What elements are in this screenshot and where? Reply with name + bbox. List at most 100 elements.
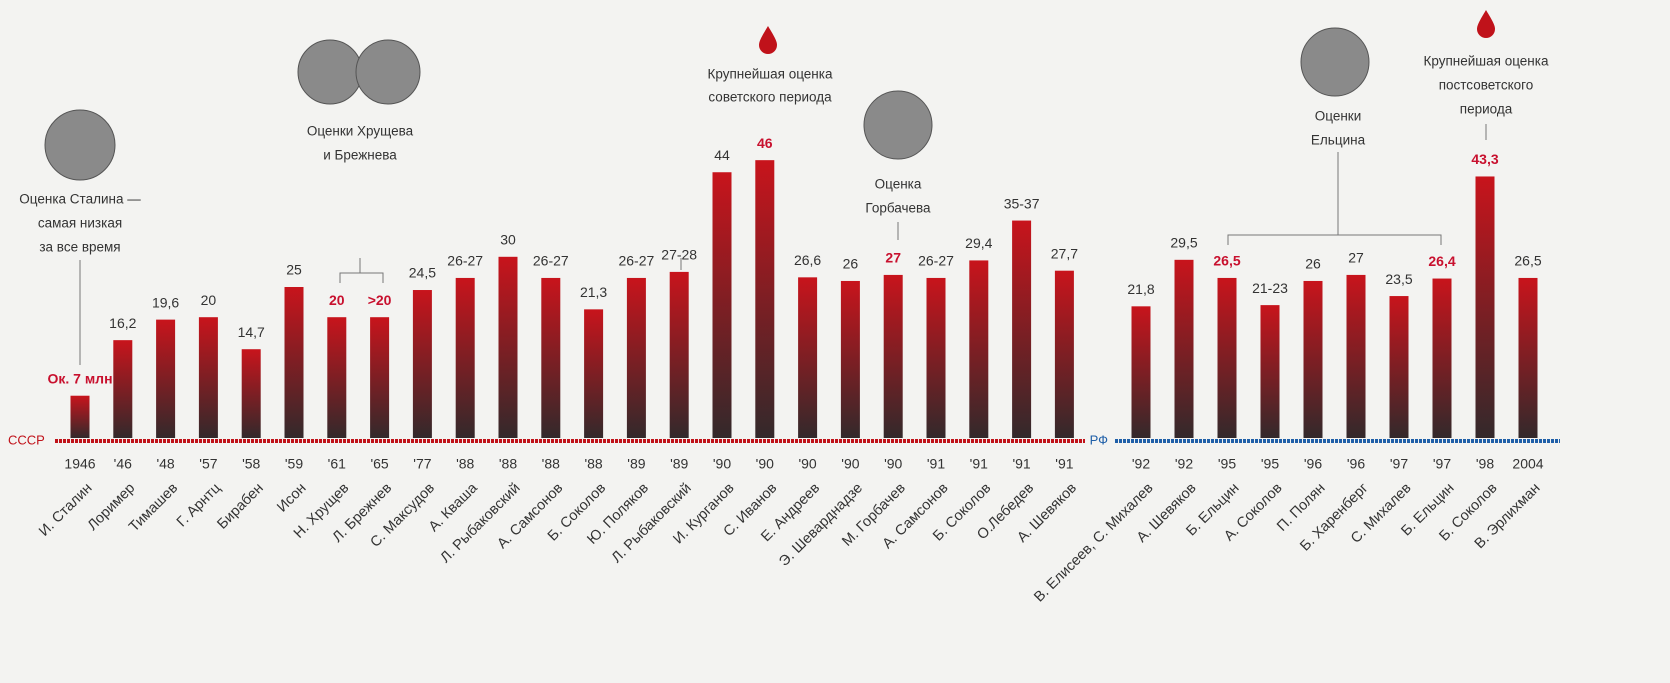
value-label: 21-23 [1252,280,1288,296]
x-tick-label: '59 [285,456,303,472]
bar [1433,279,1452,438]
bar [113,340,132,438]
x-tick-label: '91 [1012,456,1030,472]
bar [1261,305,1280,438]
annotation: постсоветского [1439,78,1534,93]
value-label: >20 [368,292,392,308]
annotation: и Брежнева [323,148,397,163]
value-label: 23,5 [1385,271,1412,287]
x-tick-label: '90 [798,456,816,472]
value-label: 26-27 [918,253,954,269]
annotation: Оценка Сталина — [19,192,141,207]
value-label: 14,7 [238,324,265,340]
bar [327,317,346,438]
bar [670,272,689,438]
value-label: 26,4 [1428,253,1455,269]
value-label: 35-37 [1004,195,1040,211]
x-tick-label: '88 [542,456,560,472]
bar [156,320,175,438]
x-tick-label: '88 [499,456,517,472]
x-tick-label: '88 [584,456,602,472]
value-label: 26,5 [1213,253,1240,269]
bar [884,275,903,438]
value-label: 26-27 [618,253,654,269]
x-tick-label: '65 [370,456,388,472]
annotation: Крупнейшая оценка [1424,54,1549,69]
value-label: 21,8 [1127,281,1154,297]
bar [499,257,518,438]
x-tick-label: '97 [1433,456,1451,472]
x-tick-label: '90 [756,456,774,472]
x-tick-label: '48 [156,456,174,472]
background [0,0,1670,683]
bar [969,260,988,438]
bar [370,317,389,438]
x-tick-label: '89 [670,456,688,472]
x-tick-label: 1946 [64,456,95,472]
value-label: 29,5 [1170,235,1197,251]
bar [242,349,261,438]
value-label: 20 [201,292,217,308]
bar [627,278,646,438]
value-label: 20 [329,292,345,308]
annotation: Оценка [875,177,922,192]
bar [1175,260,1194,438]
annotation: советского периода [708,90,832,105]
bar [1218,278,1237,438]
bar [199,317,218,438]
x-tick-label: '98 [1476,456,1494,472]
baseline-label: СССР [8,432,45,447]
x-tick-label: '92 [1175,456,1193,472]
bar [1304,281,1323,438]
annotation: Оценки Хрущева [307,124,414,139]
annotation: за все время [39,240,120,255]
bar [755,160,774,438]
x-tick-label: '61 [328,456,346,472]
bar [1347,275,1366,438]
annotation: Крупнейшая оценка [708,67,833,82]
x-tick-label: '97 [1390,456,1408,472]
x-tick-label: 2004 [1512,456,1543,472]
bar [1055,271,1074,438]
value-label: 26,6 [794,252,821,268]
value-label: 30 [500,232,516,248]
x-tick-label: '91 [927,456,945,472]
baseline-label: РФ [1090,432,1109,447]
value-label: 43,3 [1471,151,1498,167]
x-tick-label: '90 [841,456,859,472]
bar [1519,278,1538,438]
x-tick-label: '46 [114,456,132,472]
x-tick-label: '95 [1261,456,1279,472]
value-label: 26-27 [447,253,483,269]
value-label: 27 [885,250,901,266]
x-tick-label: '77 [413,456,431,472]
value-label: 25 [286,262,302,278]
value-label: 26 [1305,256,1321,272]
bar [1390,296,1409,438]
x-tick-label: '88 [456,456,474,472]
bar [285,287,304,438]
value-label: 27 [1348,250,1364,266]
value-label: 27,7 [1051,245,1078,261]
bar [541,278,560,438]
bar [413,290,432,438]
value-label: 26,5 [1514,253,1541,269]
bar [584,309,603,438]
bar [713,172,732,438]
value-label: 46 [757,135,773,151]
value-label: Ок. 7 млн [47,370,112,386]
bar [1476,176,1495,438]
annotation: периода [1460,102,1513,117]
bar [1012,221,1031,438]
value-label: 44 [714,147,730,163]
x-tick-label: '57 [199,456,217,472]
bar [798,277,817,438]
bar [841,281,860,438]
x-tick-label: '90 [884,456,902,472]
bar [1132,306,1151,438]
value-label: 26 [843,256,859,272]
bar [927,278,946,438]
x-tick-label: '58 [242,456,260,472]
value-label: 21,3 [580,284,607,300]
x-tick-label: '92 [1132,456,1150,472]
